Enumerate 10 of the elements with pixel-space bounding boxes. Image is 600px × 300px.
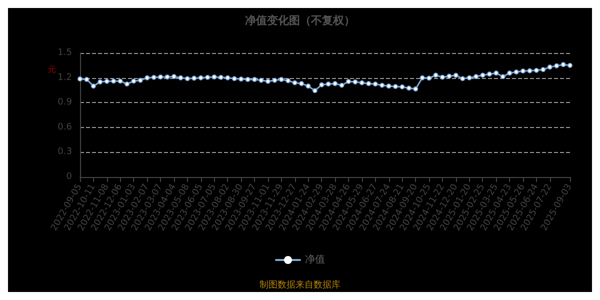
legend-label: 净值 bbox=[305, 254, 325, 266]
y-tick-label: 1.5 bbox=[58, 48, 72, 58]
y-tick-label: 0.9 bbox=[58, 98, 72, 108]
chart-title: 净值变化图（不复权） bbox=[245, 14, 355, 27]
y-axis-title: 元 bbox=[48, 64, 56, 74]
text: 制图数据来自数据库 bbox=[260, 280, 340, 290]
y-tick-label: 0.3 bbox=[58, 147, 72, 158]
y-tick-label: 0 bbox=[66, 172, 72, 182]
y-tick-label: 1.2 bbox=[58, 72, 72, 83]
y-tick-label: 0.6 bbox=[58, 122, 72, 132]
